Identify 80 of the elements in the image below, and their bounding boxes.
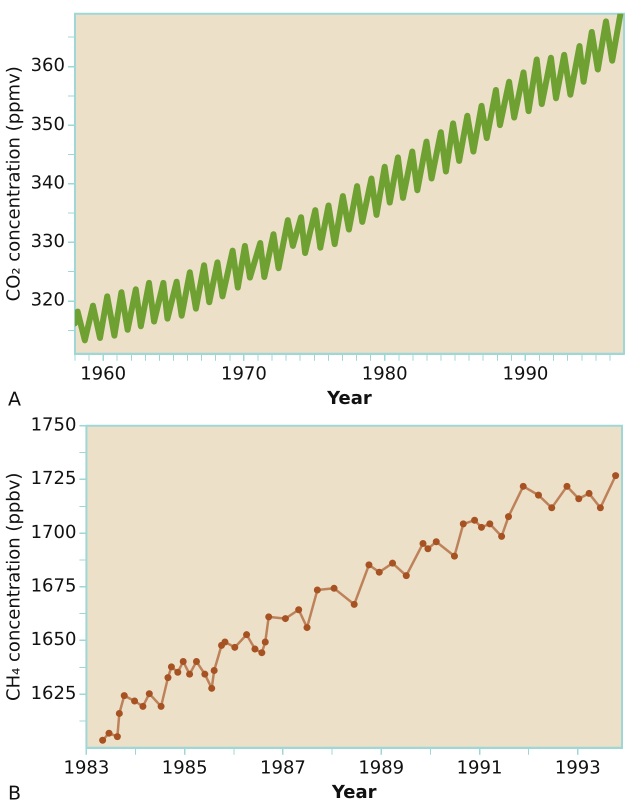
- point: [424, 545, 432, 552]
- x-tick-label: 1989: [358, 757, 404, 778]
- x-tick-label: 1960: [80, 363, 126, 384]
- point: [460, 520, 467, 528]
- point: [563, 482, 570, 490]
- point: [116, 710, 123, 717]
- point: [534, 492, 542, 499]
- point: [295, 606, 302, 614]
- point: [419, 540, 426, 547]
- point: [365, 561, 372, 568]
- point: [450, 552, 458, 560]
- point: [106, 730, 113, 737]
- point: [314, 586, 321, 594]
- point: [575, 495, 582, 502]
- point: [596, 504, 604, 512]
- point: [114, 733, 121, 740]
- point: [99, 736, 106, 744]
- point: [192, 658, 200, 666]
- point: [376, 568, 383, 576]
- point: [208, 684, 216, 692]
- point: [478, 524, 485, 531]
- point: [243, 631, 250, 638]
- point: [258, 649, 266, 656]
- x-tick-label: 1985: [162, 757, 208, 778]
- point: [131, 698, 138, 705]
- x-tick-label: 1983: [64, 757, 110, 778]
- point: [168, 663, 175, 670]
- point: [174, 668, 182, 676]
- point: [158, 702, 165, 710]
- y-tick-label: 1675: [30, 575, 76, 596]
- point: [486, 520, 494, 528]
- x-tick-label: 1970: [220, 363, 267, 384]
- point: [504, 513, 512, 520]
- point: [201, 670, 208, 678]
- point: [389, 560, 396, 567]
- x-tick-label: 1980: [362, 363, 408, 384]
- point: [186, 670, 194, 678]
- point: [164, 674, 172, 682]
- y-tick-label: 1725: [30, 468, 76, 490]
- point: [146, 690, 153, 698]
- point: [262, 638, 269, 646]
- point: [586, 490, 593, 497]
- point: [402, 572, 410, 580]
- point: [548, 504, 556, 512]
- x-tick-label: 1993: [554, 757, 601, 778]
- point: [231, 644, 238, 651]
- point: [471, 516, 478, 524]
- point: [139, 702, 146, 710]
- x-tick-label: 1987: [260, 757, 306, 778]
- point: [304, 624, 311, 632]
- text: B: [8, 782, 22, 804]
- point: [282, 615, 289, 622]
- point: [265, 613, 272, 620]
- point: [210, 667, 218, 674]
- y-tick-label: 360: [30, 55, 65, 76]
- point: [120, 692, 128, 700]
- y-tick-label: 1650: [30, 629, 76, 650]
- y-tick-label: 340: [30, 172, 65, 194]
- point: [498, 532, 506, 540]
- y-axis-title: CH₄ concentration (ppbv): [3, 472, 24, 702]
- point: [432, 538, 440, 546]
- y-tick-label: 1750: [30, 414, 76, 436]
- y-tick-label: 330: [30, 231, 65, 252]
- point: [221, 638, 228, 646]
- y-tick-label: 1700: [30, 522, 76, 543]
- y-tick-label: 350: [30, 114, 65, 135]
- text: A: [8, 388, 21, 410]
- y-tick-label: 1625: [30, 682, 76, 704]
- x-tick-label: 1991: [456, 757, 502, 778]
- y-tick-label: 320: [30, 290, 65, 311]
- point: [350, 600, 358, 608]
- point: [520, 482, 527, 490]
- x-axis-title: Year: [330, 782, 377, 803]
- x-axis-title: Year: [326, 388, 372, 409]
- point: [180, 658, 187, 666]
- point: [612, 472, 620, 480]
- y-axis-title: CO₂ concentration (ppmv): [3, 66, 24, 302]
- point: [251, 646, 258, 653]
- x-tick-label: 1990: [502, 363, 548, 384]
- point: [330, 584, 338, 592]
